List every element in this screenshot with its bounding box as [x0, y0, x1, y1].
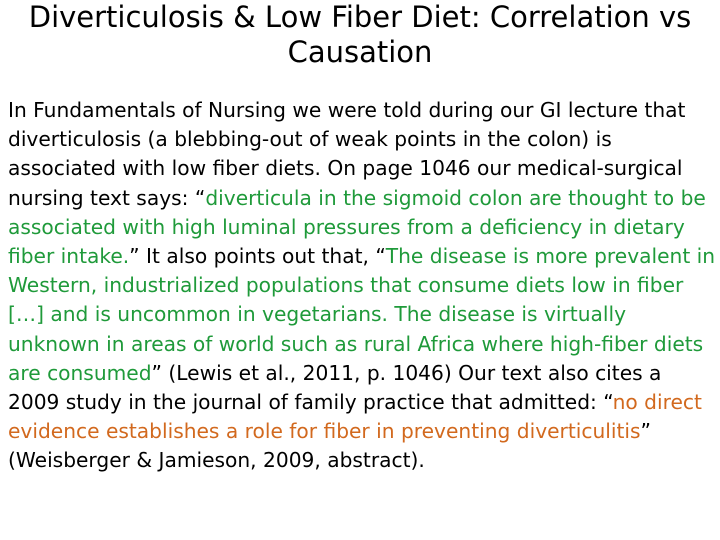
quote-diverticula-sigmoid: diverticula in the sigmoid colon are tho…	[8, 185, 706, 269]
slide-title: Diverticulosis & Low Fiber Diet: Correla…	[28, 0, 692, 69]
quote-no-direct-evidence: no direct evidence establishes a role fo…	[8, 390, 702, 444]
body-text-segment: ” (Lewis et al., 2011, p. 1046) Our text…	[8, 360, 662, 415]
slide-body-paragraph: In Fundamentals of Nursing we were told …	[8, 96, 718, 476]
quote-western-prevalence: The disease is more prevalent in Western…	[8, 244, 716, 385]
body-text-segment: In Fundamentals of Nursing we were told …	[8, 98, 686, 210]
body-text-segment: ” (Weisberger & Jamieson, 2009, abstract…	[8, 419, 652, 473]
body-text-segment: ” It also points out that, “	[129, 244, 386, 269]
